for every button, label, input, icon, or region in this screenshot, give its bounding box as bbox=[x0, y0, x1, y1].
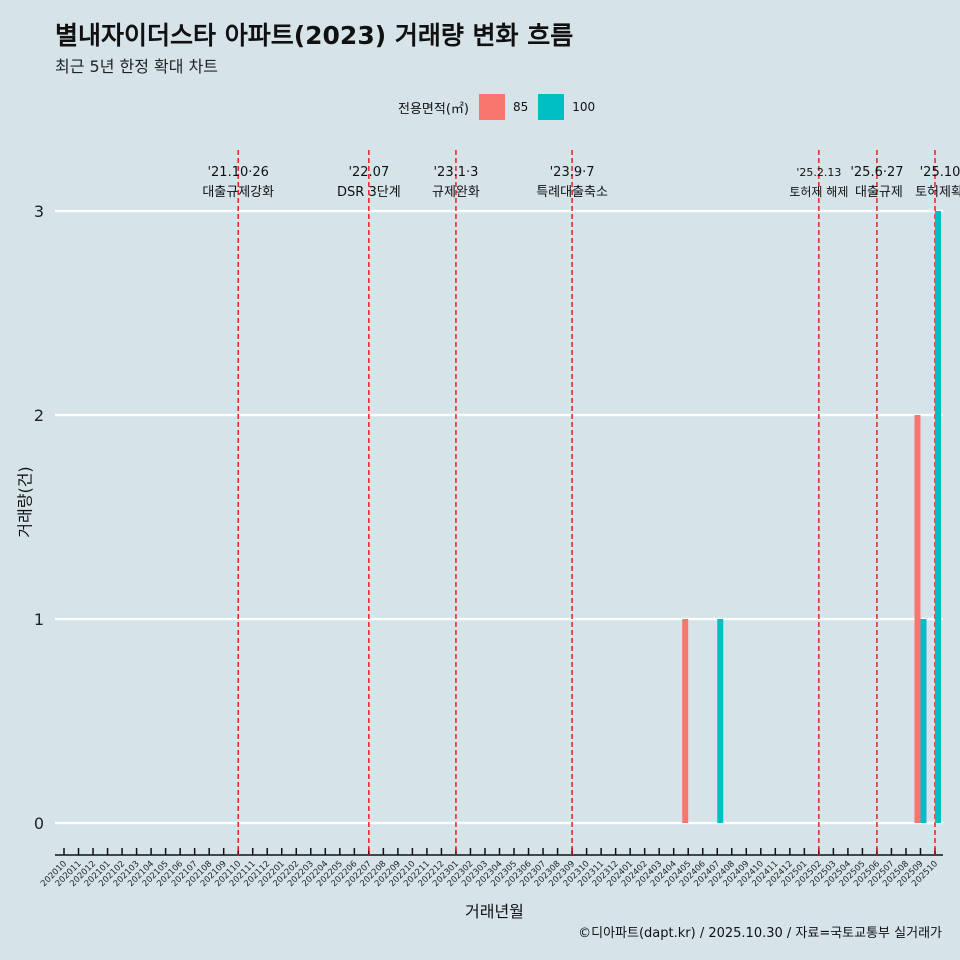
legend-title: 전용면적(㎡) bbox=[398, 101, 469, 117]
event-label: 토허제확대 bbox=[915, 185, 960, 200]
y-axis-title: 거래량(건) bbox=[15, 466, 35, 538]
event-date: '25.2.13 bbox=[796, 166, 841, 179]
event-label: 토허제 해제 bbox=[789, 185, 848, 199]
chart-subtitle: 최근 5년 한정 확대 차트 bbox=[55, 57, 219, 76]
event-date: '23.1·3 bbox=[433, 165, 478, 180]
y-tick-label: 1 bbox=[34, 610, 44, 629]
event-date: '25.6·27 bbox=[850, 165, 903, 180]
event-label: 규제완화 bbox=[432, 185, 480, 200]
y-tick-label: 2 bbox=[34, 406, 44, 425]
bar-85-202405 bbox=[682, 619, 689, 823]
event-label: DSR 3단계 bbox=[337, 185, 401, 200]
legend-label-100: 100 bbox=[572, 100, 596, 114]
bar-100-202407 bbox=[717, 619, 724, 823]
legend-label-85: 85 bbox=[512, 100, 529, 114]
event-label: 특례대출축소 bbox=[536, 185, 608, 200]
legend-swatch-85 bbox=[478, 94, 505, 120]
y-tick-label: 0 bbox=[34, 814, 44, 833]
event-label: 대출규제강화 bbox=[202, 185, 274, 200]
chart-title: 별내자이더스타 아파트(2023) 거래량 변화 흐름 bbox=[55, 21, 574, 50]
x-axis-title: 거래년월 bbox=[465, 902, 524, 921]
bar-85-202509 bbox=[914, 415, 921, 823]
event-date: '21.10·26 bbox=[207, 165, 268, 180]
event-date: '23.9·7 bbox=[550, 165, 595, 180]
event-label: 대출규제 bbox=[855, 185, 903, 200]
event-date: '22.07 bbox=[348, 165, 389, 180]
bar-100-202509 bbox=[920, 619, 927, 823]
bar-100-202510 bbox=[935, 211, 941, 823]
caption: ©디아파트(dapt.kr) / 2025.10.30 / 자료=국토교통부 실… bbox=[578, 926, 942, 941]
legend: 전용면적(㎡) 85 100 bbox=[398, 94, 595, 120]
legend-swatch-100 bbox=[538, 94, 565, 120]
event-date: '25.10 bbox=[920, 165, 960, 180]
y-tick-label: 3 bbox=[34, 202, 44, 221]
